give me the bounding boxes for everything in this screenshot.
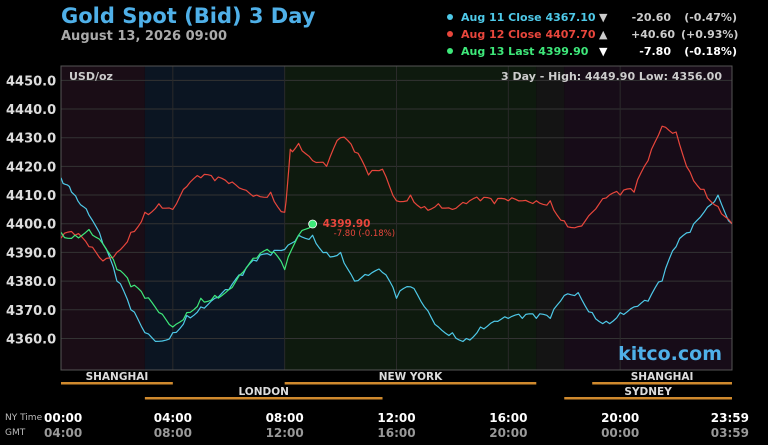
legend-change: +40.60 xyxy=(631,28,676,41)
x-tick-gmt: 04:00 xyxy=(44,426,82,440)
session-background xyxy=(536,66,565,370)
x-tick-gmt: 00:00 xyxy=(601,426,639,440)
down-arrow-icon: ▼ xyxy=(599,45,608,58)
market-sessions: SHANGHAI LONDON NEW YORK SHANGHAI SYDNEY xyxy=(61,371,732,400)
y-axis-ticks: 4360.0 4370.0 4380.0 4390.0 4400.0 4410.0 4420… xyxy=(6,74,56,347)
y-tick-label: 4360.0 xyxy=(6,332,56,347)
chart-title: Gold Spot (Bid) 3 Day xyxy=(61,4,316,28)
y-tick-label: 4440.0 xyxy=(6,103,56,118)
last-change-label: -7.80 (-0.18%) xyxy=(334,229,395,239)
y-tick-label: 4430.0 xyxy=(6,132,56,147)
legend-percent: (+0.93%) xyxy=(681,28,739,41)
legend-dot-icon xyxy=(447,31,453,37)
x-tick-gmt: 08:00 xyxy=(154,426,192,440)
plot-frame xyxy=(60,65,733,371)
session-background xyxy=(284,66,537,370)
y-tick-label: 4410.0 xyxy=(6,189,56,204)
x-tick-ny: 00:00 xyxy=(44,411,82,425)
y-tick-label: 4370.0 xyxy=(6,304,56,319)
x-tick-ny: 23:59 xyxy=(711,411,749,425)
last-point-dot xyxy=(308,219,318,229)
unit-label: USD/oz xyxy=(69,70,113,83)
x-tick-gmt: 03:59 xyxy=(711,426,749,440)
y-tick-label: 4400.0 xyxy=(6,218,56,233)
series-line xyxy=(61,177,732,343)
legend-change: -7.80 xyxy=(639,45,671,58)
down-arrow-icon: ▼ xyxy=(599,11,608,24)
session-bar xyxy=(564,397,732,400)
x-tick-gmt: 12:00 xyxy=(266,426,304,440)
legend-label: Aug 11 Close 4367.10 xyxy=(461,11,596,24)
session-bar xyxy=(61,382,173,385)
x-tick-gmt: 16:00 xyxy=(377,426,415,440)
session-bar xyxy=(144,397,383,400)
legend-dot-icon xyxy=(447,48,453,54)
session-bar xyxy=(284,382,537,385)
x-tick-gmt: 20:00 xyxy=(489,426,527,440)
legend-dot-icon xyxy=(447,14,453,20)
session-background xyxy=(144,66,285,370)
legend-item-aug12: Aug 12 Close 4407.70 ▲ +40.60 (+0.93%) xyxy=(447,27,739,42)
session-backgrounds xyxy=(61,66,732,370)
gmt-label: GMT xyxy=(5,428,26,438)
session-label: SYDNEY xyxy=(624,386,672,398)
last-price-label: 4399.90 xyxy=(323,218,371,230)
last-point: 4399.90-7.80 (-0.18%) xyxy=(308,218,395,239)
x-tick-ny: 08:00 xyxy=(266,411,304,425)
session-label: SHANGHAI xyxy=(631,371,694,383)
legend-label: Aug 12 Close 4407.70 xyxy=(461,28,596,41)
x-tick-ny: 16:00 xyxy=(489,411,527,425)
y-tick-label: 4380.0 xyxy=(6,275,56,290)
legend-item-aug13: Aug 13 Last 4399.90 ▼ -7.80 (-0.18%) xyxy=(447,44,737,59)
session-label: SHANGHAI xyxy=(86,371,149,383)
x-tick-ny: 12:00 xyxy=(377,411,415,425)
y-tick-label: 4390.0 xyxy=(6,246,56,261)
legend-percent: (-0.18%) xyxy=(684,45,737,58)
session-background xyxy=(61,66,145,370)
ny-time-label: NY Time xyxy=(5,413,43,423)
x-tick-ny: 04:00 xyxy=(154,411,192,425)
range-summary: 3 Day - High: 4449.90 Low: 4356.00 xyxy=(501,70,722,83)
y-tick-label: 4450.0 xyxy=(6,74,56,89)
series-lines xyxy=(61,125,732,343)
x-tick-ny: 20:00 xyxy=(601,411,639,425)
session-label: LONDON xyxy=(238,386,288,398)
legend-item-aug11: Aug 11 Close 4367.10 ▼ -20.60 (-0.47%) xyxy=(447,10,737,25)
session-background xyxy=(564,66,732,370)
chart-date: August 13, 2026 09:00 xyxy=(61,29,227,44)
x-axis-ticks: NY TimeGMT00:0004:0004:0008:0008:0012:00… xyxy=(5,411,749,440)
series-line xyxy=(61,223,314,328)
kitco-watermark: kitco.com xyxy=(618,343,722,365)
up-arrow-icon: ▲ xyxy=(599,28,608,41)
session-bar xyxy=(592,382,732,385)
y-tick-label: 4420.0 xyxy=(6,160,56,175)
legend-label: Aug 13 Last 4399.90 xyxy=(461,45,589,58)
series-line xyxy=(61,125,732,262)
legend-percent: (-0.47%) xyxy=(684,11,737,24)
legend-change: -20.60 xyxy=(631,11,671,24)
session-label: NEW YORK xyxy=(379,371,443,383)
